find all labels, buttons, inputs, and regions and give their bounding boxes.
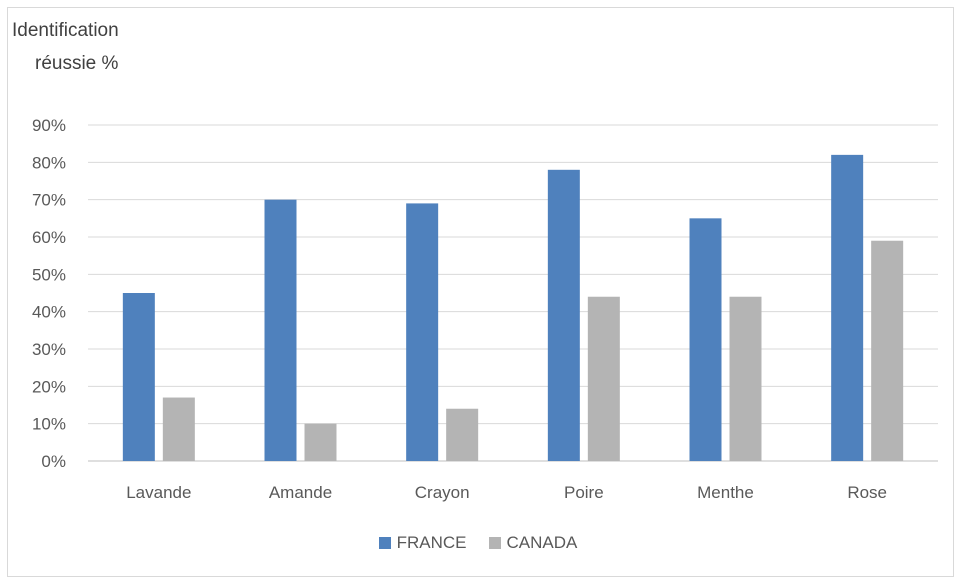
bar-canada-crayon <box>446 408 479 461</box>
bar-france-amande <box>264 199 297 461</box>
bar-canada-poire <box>587 296 620 461</box>
x-tick-label: Lavande <box>126 483 191 502</box>
bar-canada-amande <box>304 423 337 461</box>
y-tick-label: 60% <box>32 228 66 247</box>
legend-swatch-france <box>378 537 391 549</box>
bar-france-poire <box>547 169 580 462</box>
x-tick-label: Menthe <box>697 483 754 502</box>
bar-france-crayon <box>406 203 439 461</box>
bar-france-lavande <box>122 293 155 461</box>
legend-label-canada: CANADA <box>506 533 578 552</box>
y-tick-label: 80% <box>32 153 66 172</box>
bar-canada-rose <box>871 240 904 461</box>
y-tick-label: 70% <box>32 191 66 210</box>
legend-label-france: FRANCE <box>396 533 467 552</box>
y-tick-label: 0% <box>41 452 66 471</box>
legend-swatch-canada <box>488 537 501 549</box>
y-tick-label: 20% <box>32 377 66 396</box>
chart-frame <box>7 7 954 577</box>
x-tick-label: Crayon <box>415 483 470 502</box>
legend: FRANCE CANADA <box>0 533 956 553</box>
y-axis-label-line-1: Identification <box>12 20 119 41</box>
x-tick-label: Amande <box>269 483 332 502</box>
bar-france-menthe <box>689 218 722 461</box>
y-tick-label: 40% <box>32 303 66 322</box>
y-tick-label: 10% <box>32 415 66 434</box>
y-axis-label-line-2: réussie % <box>35 53 119 74</box>
bar-canada-menthe <box>729 296 762 461</box>
x-tick-label: Poire <box>564 483 604 502</box>
x-tick-label: Rose <box>847 483 887 502</box>
bar-france-rose <box>831 154 864 461</box>
y-tick-label: 50% <box>32 265 66 284</box>
legend-item-france: FRANCE <box>378 533 467 553</box>
y-tick-label: 90% <box>32 116 66 135</box>
legend-item-canada: CANADA <box>488 533 578 553</box>
bar-canada-lavande <box>162 397 195 461</box>
y-tick-label: 30% <box>32 340 66 359</box>
